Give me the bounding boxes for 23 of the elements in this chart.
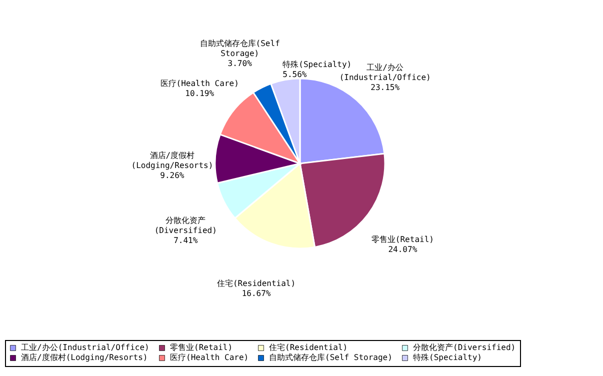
data-label: 3.70% — [228, 58, 252, 68]
legend-label: 零售业(Retail) — [170, 343, 233, 352]
slice-label: 医疗(Health Care) — [160, 79, 239, 88]
slice-label: 酒店/度假村(Lodging/Resorts) — [131, 151, 214, 170]
legend-label: 酒店/度假村(Lodging/Resorts) — [21, 353, 148, 362]
slice-label: 分散化资产(Diversified) — [154, 216, 217, 235]
data-label: 5.56% — [282, 70, 307, 80]
data-label: 9.26% — [160, 171, 184, 180]
legend-label: 工业/办公(Industrial/Office) — [21, 343, 150, 352]
legend-label: 特殊(Specialty) — [413, 353, 482, 362]
legend-label: 住宅(Residential) — [269, 343, 348, 352]
slice-label: 自助式储存仓库(Self Storage) — [200, 38, 280, 58]
slice-label: 特殊(Specialty) — [282, 60, 352, 70]
data-label: 24.07% — [388, 244, 418, 254]
legend-label: 自助式储存仓库(Self Storage) — [269, 353, 392, 362]
slice-label: 零售业(Retail) — [371, 234, 434, 244]
legend-label: 分散化资产(Diversified) — [413, 343, 516, 352]
data-label: 23.15% — [370, 82, 400, 92]
legend-label: 医疗(Health Care) — [170, 353, 249, 362]
data-label: 7.41% — [174, 236, 198, 245]
data-label: 10.19% — [185, 89, 214, 98]
slice-label: 住宅(Residential) — [216, 278, 296, 288]
data-label: 16.67% — [242, 288, 271, 298]
